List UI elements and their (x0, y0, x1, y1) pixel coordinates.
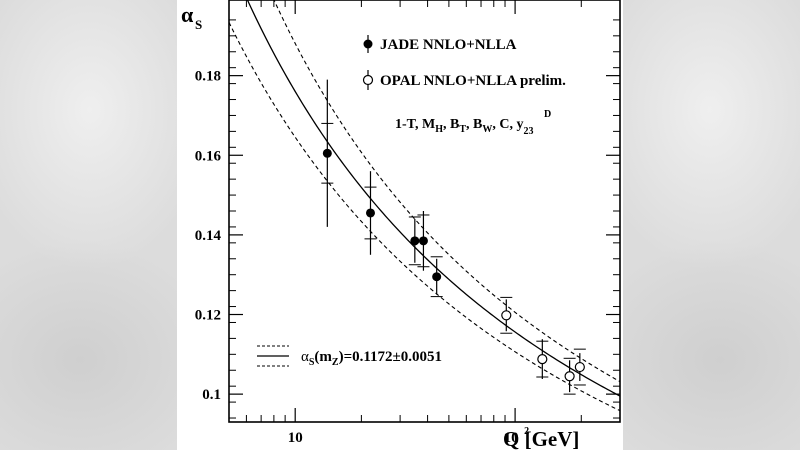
band-upper-curve (273, 0, 620, 383)
legend-jade-label: JADE NNLO+NLLA (380, 37, 517, 53)
y-axis-label: α (181, 2, 194, 27)
legend: JADE NNLO+NLLA OPAL NNLO+NLLA prelim. 1-… (257, 35, 566, 368)
jade-data-point (410, 236, 420, 246)
y-tick-label: 0.1 (202, 387, 221, 403)
x-tick-label: 10 (504, 430, 519, 446)
jade-data-point (365, 208, 375, 218)
y-tick-label: 0.16 (195, 148, 222, 164)
figure-panel: 0.1 0.12 0.14 0.16 0.18 10 10 2 α S Q [GeV] JAD… (177, 0, 623, 450)
legend-opal-label: OPAL NNLO+NLLA prelim. (380, 73, 566, 89)
x-axis-label: Q [GeV] (503, 427, 579, 450)
alpha-s-curves (229, 0, 620, 412)
y-axis-label-subscript: S (195, 17, 202, 32)
observables-label: 1-T, MH, BT, BW, C, y23 (395, 117, 533, 137)
y-tick-label: 0.12 (195, 308, 221, 324)
jade-data-point (432, 272, 442, 282)
band-legend-label: αS(mZ)=0.1172±0.0051 (301, 349, 442, 368)
data-points (321, 79, 586, 395)
x-tick-label: 10 (288, 430, 303, 446)
jade-data-point (322, 148, 332, 158)
jade-data-point (418, 236, 428, 246)
band-central-curve (246, 0, 620, 397)
legend-opal-marker (362, 74, 374, 86)
opal-data-point (564, 371, 575, 382)
opal-data-point (537, 353, 548, 365)
observables-label-superscript: D (544, 109, 551, 120)
y-tick-label: 0.14 (195, 228, 222, 244)
y-tick-label: 0.18 (195, 69, 221, 85)
axis-ticks: 0.1 0.12 0.14 0.16 0.18 10 10 2 (195, 0, 621, 446)
opal-data-point (574, 361, 585, 373)
x-tick-label-exponent: 2 (524, 426, 529, 437)
alpha-s-running-chart: 0.1 0.12 0.14 0.16 0.18 10 10 2 α S Q [GeV] JAD… (181, 0, 621, 450)
opal-data-point (501, 310, 512, 321)
